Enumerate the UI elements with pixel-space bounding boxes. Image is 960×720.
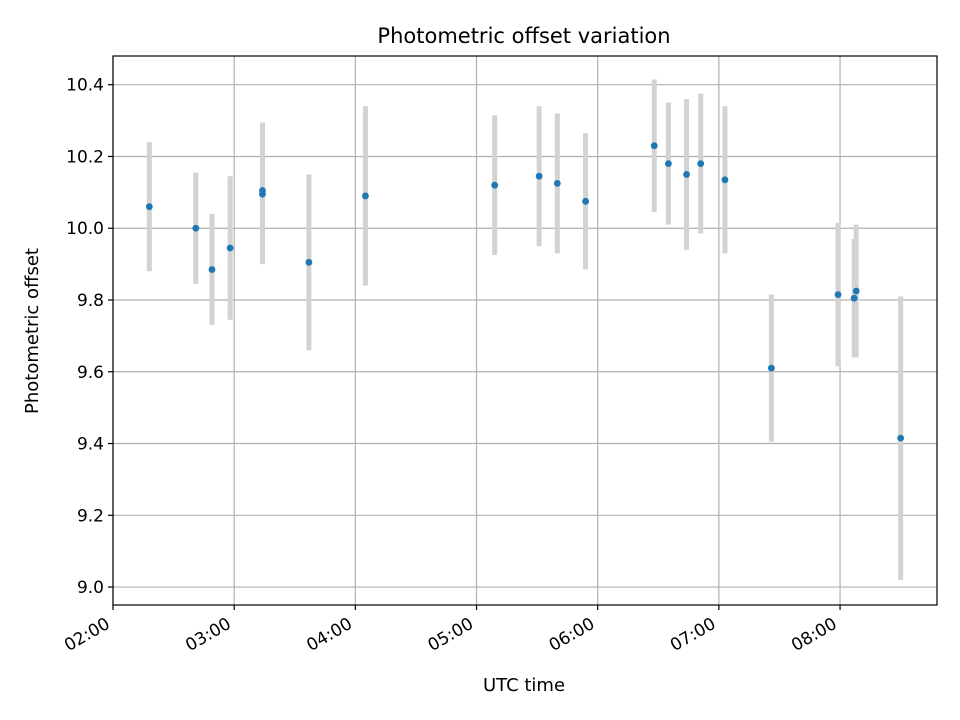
data-point bbox=[491, 181, 499, 189]
data-point bbox=[145, 203, 153, 211]
data-point bbox=[767, 364, 775, 372]
data-point bbox=[721, 176, 729, 184]
y-tick-label: 9.2 bbox=[77, 506, 104, 526]
data-point bbox=[535, 172, 543, 180]
data-point bbox=[852, 287, 860, 295]
data-point bbox=[192, 224, 200, 232]
data-point bbox=[226, 244, 234, 252]
y-tick-label: 10.2 bbox=[66, 147, 104, 167]
data-points bbox=[145, 142, 905, 442]
data-point bbox=[664, 160, 672, 168]
data-point bbox=[850, 294, 858, 302]
data-point bbox=[553, 179, 561, 187]
grid bbox=[112, 56, 937, 605]
x-tick-label: 07:00 bbox=[667, 614, 719, 656]
error-bars bbox=[146, 79, 904, 580]
y-axis-label: Photometric offset bbox=[22, 248, 43, 414]
x-axis-label: UTC time bbox=[483, 675, 565, 696]
chart-title: Photometric offset variation bbox=[377, 24, 670, 48]
x-tick-label: 03:00 bbox=[182, 614, 234, 656]
y-tick-label: 10.4 bbox=[66, 76, 104, 96]
y-tick-label: 10.0 bbox=[66, 219, 104, 239]
data-point bbox=[897, 434, 905, 442]
data-point bbox=[683, 171, 690, 178]
plot-frame bbox=[112, 55, 938, 606]
data-point bbox=[582, 197, 589, 205]
y-tick-label: 9.4 bbox=[77, 435, 104, 455]
x-tick-label: 06:00 bbox=[546, 614, 598, 656]
x-tick-label: 04:00 bbox=[303, 614, 355, 656]
x-axis-ticks: 02:00 03:00 04:00 05:00 06:00 07:00 08:00 bbox=[61, 605, 841, 656]
x-tick-label: 05:00 bbox=[425, 614, 477, 656]
data-point bbox=[834, 291, 842, 299]
y-tick-label: 9.0 bbox=[77, 578, 104, 598]
y-tick-label: 9.6 bbox=[77, 363, 104, 383]
data-point bbox=[305, 258, 313, 266]
data-point bbox=[650, 142, 658, 150]
x-tick-label: 02:00 bbox=[61, 614, 113, 656]
data-point bbox=[208, 266, 216, 273]
y-tick-label: 9.8 bbox=[77, 291, 104, 311]
data-point bbox=[362, 192, 369, 200]
data-point bbox=[697, 160, 705, 168]
y-axis-ticks: 9.0 9.2 9.4 9.6 9.8 10.0 10.2 10.4 bbox=[66, 76, 113, 598]
x-tick-label: 08:00 bbox=[788, 614, 840, 656]
data-point bbox=[259, 187, 266, 194]
